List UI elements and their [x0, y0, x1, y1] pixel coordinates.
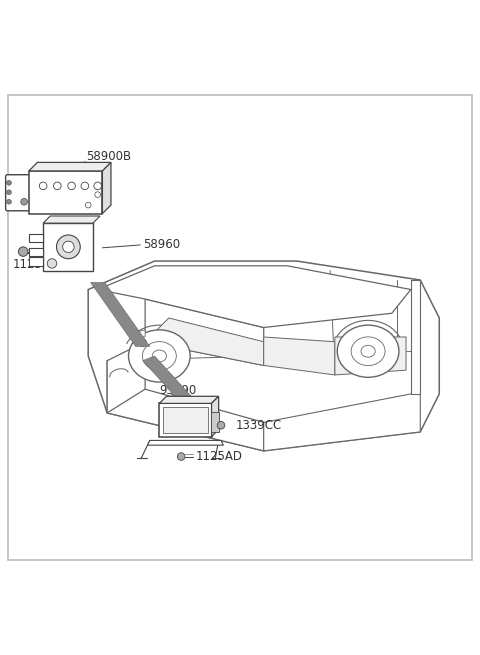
- Circle shape: [57, 235, 80, 259]
- Polygon shape: [43, 223, 93, 271]
- Polygon shape: [107, 361, 264, 451]
- Polygon shape: [145, 318, 264, 365]
- Polygon shape: [143, 356, 202, 413]
- Polygon shape: [43, 216, 100, 223]
- Circle shape: [63, 241, 74, 253]
- Polygon shape: [29, 248, 43, 256]
- FancyBboxPatch shape: [29, 171, 102, 214]
- Polygon shape: [147, 440, 223, 445]
- Circle shape: [21, 198, 27, 205]
- Text: 1125AD: 1125AD: [195, 450, 242, 463]
- Polygon shape: [107, 342, 145, 413]
- Polygon shape: [264, 394, 420, 451]
- Polygon shape: [102, 162, 111, 214]
- Polygon shape: [88, 261, 439, 451]
- Polygon shape: [212, 396, 219, 437]
- Polygon shape: [91, 282, 150, 346]
- Text: 58960: 58960: [143, 238, 180, 252]
- Text: 95690: 95690: [159, 384, 197, 397]
- Polygon shape: [97, 266, 411, 328]
- Polygon shape: [136, 330, 145, 337]
- Polygon shape: [264, 337, 335, 375]
- Circle shape: [217, 421, 225, 429]
- Polygon shape: [145, 299, 264, 365]
- Polygon shape: [29, 234, 43, 242]
- FancyBboxPatch shape: [211, 412, 219, 432]
- Circle shape: [7, 190, 12, 195]
- Circle shape: [139, 339, 146, 346]
- Text: 1339CC: 1339CC: [235, 419, 281, 432]
- Circle shape: [18, 247, 28, 256]
- Polygon shape: [29, 257, 43, 266]
- FancyBboxPatch shape: [163, 407, 208, 433]
- Polygon shape: [159, 396, 219, 403]
- Ellipse shape: [129, 330, 190, 382]
- Polygon shape: [29, 162, 111, 171]
- Ellipse shape: [337, 325, 399, 377]
- FancyBboxPatch shape: [6, 175, 36, 211]
- Circle shape: [47, 259, 57, 268]
- Circle shape: [153, 361, 156, 365]
- Polygon shape: [411, 280, 420, 394]
- Text: 1125DL: 1125DL: [12, 258, 58, 271]
- FancyBboxPatch shape: [159, 403, 212, 437]
- Text: 58900B: 58900B: [86, 150, 131, 163]
- Polygon shape: [335, 337, 406, 375]
- Circle shape: [178, 453, 185, 460]
- Circle shape: [7, 180, 12, 185]
- Circle shape: [7, 199, 12, 204]
